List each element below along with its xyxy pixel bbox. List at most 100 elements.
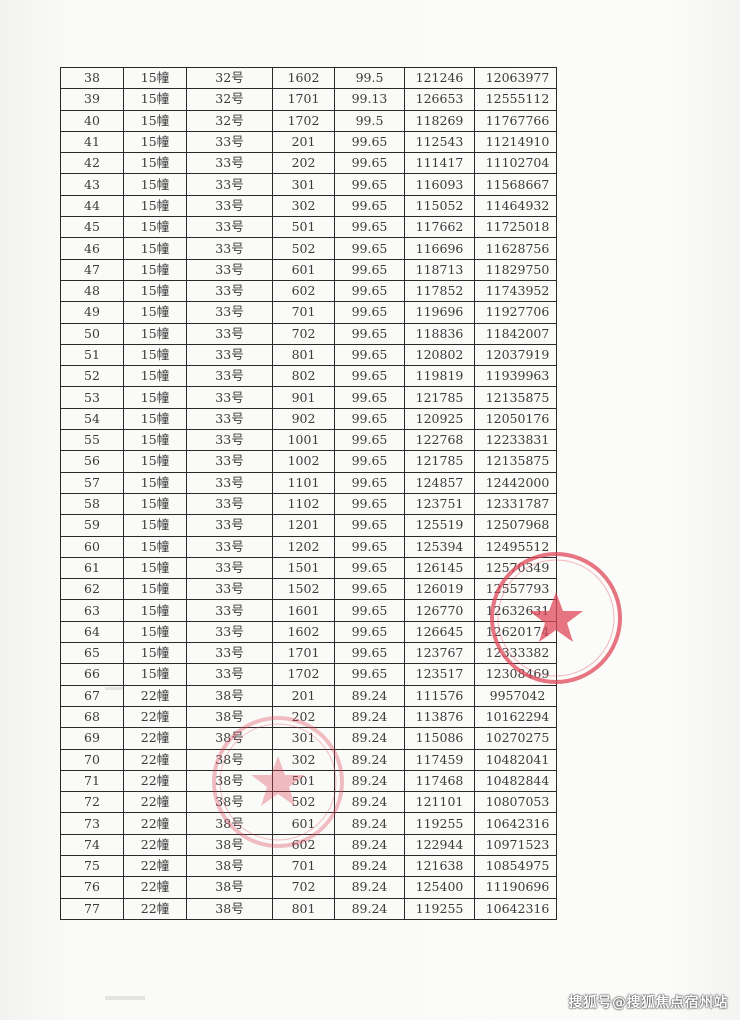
unit-cell: 33号: [186, 130, 273, 154]
unit-cell: 38号: [186, 897, 273, 920]
row-number-cell: 65: [60, 642, 124, 665]
building-cell: 15幢: [123, 492, 187, 516]
area-cell: 99.65: [334, 556, 405, 580]
room-cell: 1702: [272, 663, 335, 686]
table-row: 66 15幢 33号 1702 99.65 123517 12308469: [60, 663, 557, 686]
room-cell: 1701: [272, 88, 335, 111]
unit-cell: 33号: [186, 152, 273, 175]
building-cell: 15幢: [123, 663, 187, 686]
total-price-cell: 10482041: [474, 748, 557, 771]
row-number-cell: 49: [60, 301, 124, 324]
area-cell: 89.24: [334, 833, 405, 856]
unit-cell: 38号: [186, 705, 273, 729]
table-row: 62 15幢 33号 1502 99.65 126019 12557793: [60, 578, 557, 601]
table-row: 52 15幢 33号 802 99.65 119819 11939963: [60, 365, 557, 388]
table-row: 60 15幢 33号 1202 99.65 125394 12495512: [60, 535, 557, 558]
unit-cell: 33号: [186, 194, 273, 218]
room-cell: 901: [272, 386, 335, 409]
row-number-cell: 55: [60, 429, 124, 452]
total-price-cell: 10807053: [474, 791, 557, 814]
room-cell: 202: [272, 705, 335, 729]
row-number-cell: 44: [60, 194, 124, 218]
table-row: 73 22幢 38号 601 89.24 119255 10642316: [60, 812, 557, 835]
building-cell: 22幢: [123, 812, 187, 835]
table-row: 55 15幢 33号 1001 99.65 122768 12233831: [60, 429, 557, 452]
table-row: 63 15幢 33号 1601 99.65 126770 12632631: [60, 599, 557, 622]
unit-cell: 33号: [186, 429, 273, 452]
room-cell: 1002: [272, 450, 335, 473]
unit-cell: 38号: [186, 876, 273, 899]
building-cell: 22幢: [123, 854, 187, 878]
row-number-cell: 57: [60, 471, 124, 494]
area-cell: 99.65: [334, 216, 405, 239]
area-cell: 89.24: [334, 897, 405, 920]
row-number-cell: 73: [60, 812, 124, 835]
room-cell: 1202: [272, 535, 335, 558]
area-cell: 89.24: [334, 748, 405, 771]
total-price-cell: 10854975: [474, 854, 557, 878]
unit-cell: 32号: [186, 88, 273, 111]
total-price-cell: 12555112: [474, 88, 557, 111]
table-row: 44 15幢 33号 302 99.65 115052 11464932: [60, 194, 557, 218]
table-row: 75 22幢 38号 701 89.24 121638 10854975: [60, 854, 557, 878]
building-cell: 22幢: [123, 876, 187, 899]
row-number-cell: 48: [60, 279, 124, 303]
table-row: 53 15幢 33号 901 99.65 121785 12135875: [60, 386, 557, 409]
area-cell: 99.65: [334, 620, 405, 644]
unit-price-cell: 119255: [404, 812, 475, 835]
total-price-cell: 12333382: [474, 642, 557, 665]
building-cell: 15幢: [123, 343, 187, 367]
building-cell: 15幢: [123, 450, 187, 473]
unit-price-cell: 126145: [404, 556, 475, 580]
room-cell: 702: [272, 876, 335, 899]
unit-price-cell: 125519: [404, 514, 475, 537]
watermark: 搜狐号@搜狐焦点宿州站: [568, 995, 728, 1011]
building-cell: 22幢: [123, 791, 187, 814]
unit-cell: 33号: [186, 279, 273, 303]
total-price-cell: 12557793: [474, 578, 557, 601]
area-cell: 99.13: [334, 88, 405, 111]
room-cell: 302: [272, 194, 335, 218]
total-price-cell: 11725018: [474, 216, 557, 239]
unit-cell: 38号: [186, 854, 273, 878]
unit-cell: 32号: [186, 109, 273, 132]
table-row: 39 15幢 32号 1701 99.13 126653 12555112: [60, 88, 557, 111]
table-row: 76 22幢 38号 702 89.24 125400 11190696: [60, 876, 557, 899]
building-cell: 15幢: [123, 301, 187, 324]
room-cell: 601: [272, 258, 335, 281]
unit-price-cell: 115052: [404, 194, 475, 218]
table-row: 40 15幢 32号 1702 99.5 118269 11767766: [60, 109, 557, 132]
room-cell: 1602: [272, 620, 335, 644]
room-cell: 902: [272, 407, 335, 431]
building-cell: 22幢: [123, 727, 187, 750]
unit-cell: 33号: [186, 663, 273, 686]
total-price-cell: 12620174: [474, 620, 557, 644]
table-row: 56 15幢 33号 1002 99.65 121785 12135875: [60, 450, 557, 473]
room-cell: 601: [272, 812, 335, 835]
total-price-cell: 11842007: [474, 322, 557, 345]
row-number-cell: 71: [60, 769, 124, 793]
unit-cell: 33号: [186, 343, 273, 367]
table-row: 41 15幢 33号 201 99.65 112543 11214910: [60, 130, 557, 154]
total-price-cell: 11927706: [474, 301, 557, 324]
unit-price-cell: 126645: [404, 620, 475, 644]
room-cell: 1001: [272, 429, 335, 452]
area-cell: 99.65: [334, 535, 405, 558]
building-cell: 15幢: [123, 514, 187, 537]
table-row: 49 15幢 33号 701 99.65 119696 11927706: [60, 301, 557, 324]
scan-mark: [105, 996, 145, 1000]
table-row: 77 22幢 38号 801 89.24 119255 10642316: [60, 897, 557, 920]
table-row: 57 15幢 33号 1101 99.65 124857 12442000: [60, 471, 557, 494]
total-price-cell: 10162294: [474, 705, 557, 729]
room-cell: 302: [272, 748, 335, 771]
table-row: 54 15幢 33号 902 99.65 120925 12050176: [60, 407, 557, 431]
area-cell: 99.65: [334, 130, 405, 154]
unit-cell: 33号: [186, 237, 273, 260]
table-row: 47 15幢 33号 601 99.65 118713 11829750: [60, 258, 557, 281]
unit-price-cell: 118269: [404, 109, 475, 132]
area-cell: 99.5: [334, 109, 405, 132]
room-cell: 602: [272, 279, 335, 303]
total-price-cell: 12632631: [474, 599, 557, 622]
row-number-cell: 74: [60, 833, 124, 856]
building-cell: 15幢: [123, 471, 187, 494]
